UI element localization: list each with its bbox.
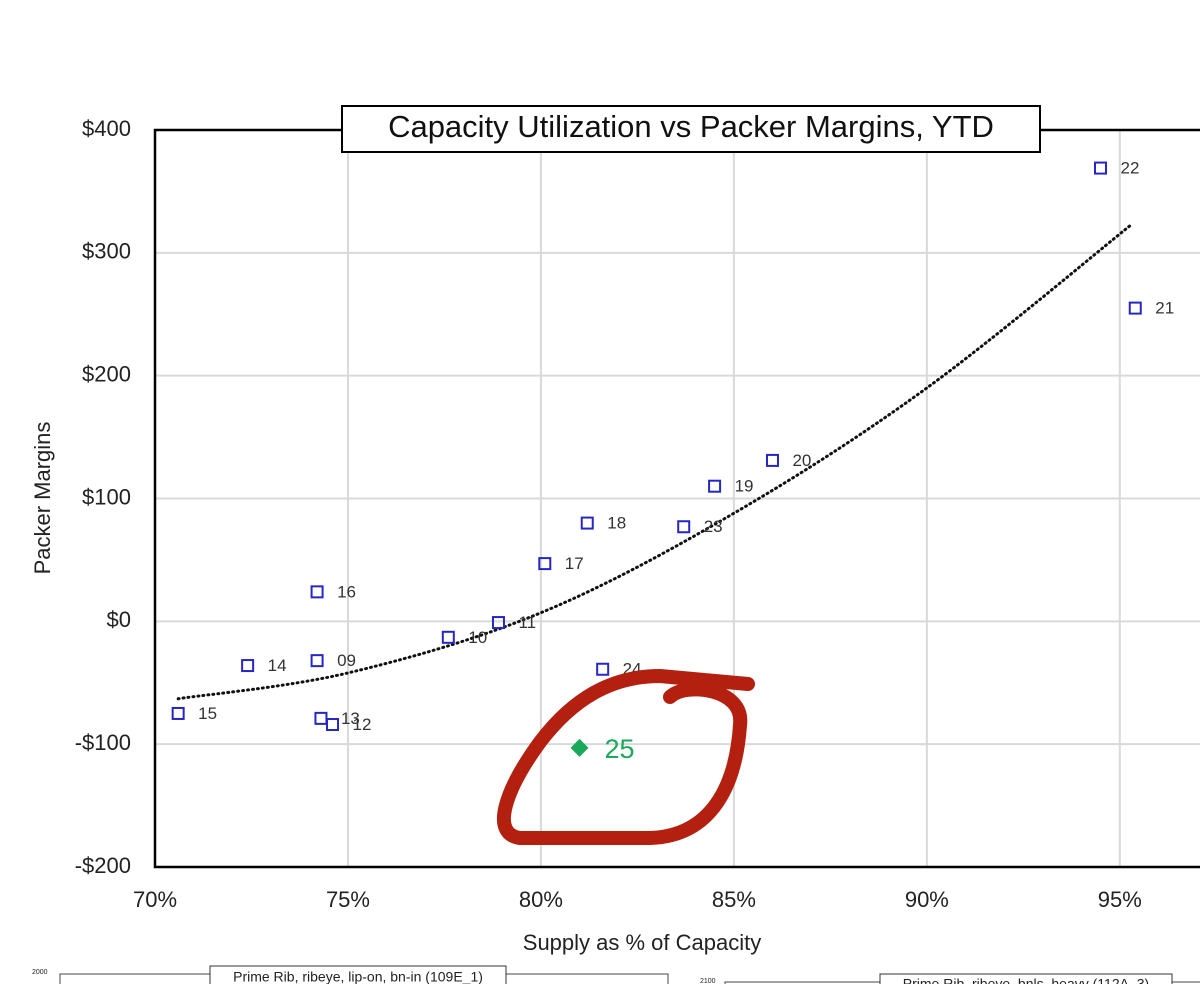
data-point bbox=[1094, 161, 1108, 175]
data-point bbox=[314, 711, 328, 725]
y-tick-label: $400 bbox=[82, 116, 131, 141]
point-label: 11 bbox=[518, 613, 536, 632]
thumbnail-tick: 2000 bbox=[32, 969, 48, 976]
hand-drawn-circle bbox=[497, 669, 755, 845]
y-tick-label: $300 bbox=[82, 239, 131, 264]
data-point bbox=[765, 453, 779, 467]
point-label: 16 bbox=[337, 582, 356, 601]
y-tick-label: $100 bbox=[82, 484, 131, 509]
point-label: 13 bbox=[341, 709, 360, 728]
data-point bbox=[326, 718, 340, 732]
point-label: 21 bbox=[1155, 299, 1174, 318]
plot: 70% 75% 80% 85% 90% 95% -$200 -$100 $0 $100 $200 $3… bbox=[75, 116, 1200, 912]
x-tick-label: 70% bbox=[133, 887, 177, 912]
thumbnail-title-box bbox=[879, 973, 1173, 984]
point-label: 25 bbox=[605, 734, 635, 764]
point-label: 23 bbox=[704, 517, 723, 536]
x-tick-label: 90% bbox=[905, 887, 949, 912]
thumbnail-title: Prime Rib, ribeye, lip-on, bn-in (109E_1… bbox=[233, 969, 483, 984]
data-point bbox=[538, 557, 552, 571]
data-point bbox=[1128, 301, 1142, 315]
y-tick-label: $0 bbox=[107, 607, 131, 632]
data-point bbox=[580, 516, 594, 530]
point-label: 22 bbox=[1121, 159, 1140, 178]
thumbnail-title-box bbox=[209, 965, 507, 984]
x-tick-label: 75% bbox=[326, 887, 370, 912]
data-point bbox=[708, 479, 722, 493]
point-label: 12 bbox=[353, 715, 372, 734]
point-label: 20 bbox=[792, 451, 811, 470]
data-point bbox=[241, 659, 255, 673]
x-tick-label: 80% bbox=[519, 887, 563, 912]
data-point bbox=[310, 585, 324, 599]
data-point bbox=[677, 520, 691, 534]
data-point bbox=[570, 738, 589, 757]
x-axis-label: Supply as % of Capacity bbox=[523, 930, 761, 955]
point-label: 09 bbox=[337, 651, 356, 670]
y-tick-label: -$200 bbox=[75, 853, 131, 878]
thumbnail-title: Prime Rib, ribeye, bnls, heavy (112A_3) bbox=[903, 976, 1149, 984]
point-label: 18 bbox=[607, 514, 626, 533]
chart-title: Capacity Utilization vs Packer Margins, … bbox=[388, 109, 994, 144]
trendline bbox=[176, 223, 1133, 701]
data-point bbox=[596, 662, 610, 676]
data-point bbox=[491, 616, 505, 630]
point-label: 15 bbox=[198, 704, 217, 723]
data-point bbox=[441, 630, 455, 644]
x-tick-label: 95% bbox=[1098, 887, 1142, 912]
thumbnail-tick: 2100 bbox=[700, 978, 716, 984]
point-label: 10 bbox=[468, 628, 487, 647]
data-point bbox=[171, 706, 185, 720]
title-box bbox=[341, 105, 1041, 153]
point-label: 19 bbox=[735, 477, 754, 496]
y-axis-label: Packer Margins bbox=[30, 422, 55, 575]
x-tick-label: 85% bbox=[712, 887, 756, 912]
y-tick-label: -$100 bbox=[75, 730, 131, 755]
y-tick-label: $200 bbox=[82, 361, 131, 386]
point-label: 14 bbox=[268, 656, 287, 675]
data-point bbox=[310, 654, 324, 668]
point-label: 17 bbox=[565, 554, 584, 573]
